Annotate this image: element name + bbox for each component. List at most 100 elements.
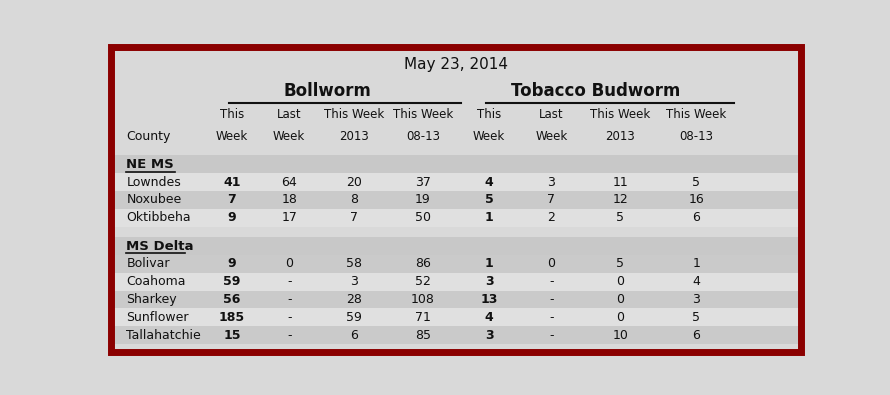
Text: 7: 7 — [350, 211, 358, 224]
Text: Bollworm: Bollworm — [284, 82, 371, 100]
Text: 2013: 2013 — [339, 130, 369, 143]
Text: 19: 19 — [415, 194, 431, 206]
Text: 0: 0 — [616, 293, 624, 306]
Text: 5: 5 — [692, 311, 700, 324]
Text: This Week: This Week — [590, 108, 651, 121]
Text: 5: 5 — [692, 175, 700, 188]
Text: 59: 59 — [223, 275, 240, 288]
Text: 50: 50 — [415, 211, 431, 224]
Text: Oktibbeha: Oktibbeha — [126, 211, 191, 224]
Text: This: This — [477, 108, 501, 121]
Text: Tallahatchie: Tallahatchie — [126, 329, 201, 342]
Text: 3: 3 — [547, 175, 555, 188]
Bar — [111, 291, 801, 308]
Text: Sunflower: Sunflower — [126, 311, 189, 324]
Text: 2: 2 — [547, 211, 555, 224]
Text: Last: Last — [539, 108, 563, 121]
Text: 3: 3 — [485, 275, 494, 288]
Text: Week: Week — [535, 130, 568, 143]
Text: 64: 64 — [281, 175, 297, 188]
Text: This: This — [220, 108, 244, 121]
Bar — [111, 326, 801, 344]
Text: 0: 0 — [616, 311, 624, 324]
Text: Bolivar: Bolivar — [126, 258, 170, 271]
Text: Week: Week — [273, 130, 305, 143]
Text: -: - — [549, 293, 554, 306]
Text: 0: 0 — [285, 258, 293, 271]
Text: 13: 13 — [481, 293, 498, 306]
Text: -: - — [549, 311, 554, 324]
Text: -: - — [287, 329, 291, 342]
Text: 08-13: 08-13 — [679, 130, 713, 143]
Text: Noxubee: Noxubee — [126, 194, 182, 206]
Text: 0: 0 — [616, 275, 624, 288]
Text: 37: 37 — [415, 175, 431, 188]
Text: -: - — [549, 329, 554, 342]
Text: 15: 15 — [223, 329, 240, 342]
Text: 59: 59 — [346, 311, 362, 324]
Text: 3: 3 — [485, 329, 494, 342]
Text: 6: 6 — [350, 329, 358, 342]
Text: 2013: 2013 — [605, 130, 635, 143]
Text: 6: 6 — [692, 329, 700, 342]
Text: -: - — [549, 275, 554, 288]
Text: May 23, 2014: May 23, 2014 — [404, 56, 508, 71]
Text: 3: 3 — [692, 293, 700, 306]
Bar — [111, 209, 801, 227]
Text: Last: Last — [277, 108, 302, 121]
Text: 85: 85 — [415, 329, 431, 342]
Text: 108: 108 — [411, 293, 435, 306]
Text: 16: 16 — [688, 194, 704, 206]
Text: 4: 4 — [485, 175, 494, 188]
Text: 08-13: 08-13 — [406, 130, 440, 143]
Bar — [111, 273, 801, 291]
Text: 1: 1 — [485, 258, 494, 271]
Text: 17: 17 — [281, 211, 297, 224]
Text: 4: 4 — [692, 275, 700, 288]
Text: 0: 0 — [547, 258, 555, 271]
Text: 6: 6 — [692, 211, 700, 224]
Text: Coahoma: Coahoma — [126, 275, 186, 288]
Text: 1: 1 — [692, 258, 700, 271]
Bar — [111, 155, 801, 173]
Text: 86: 86 — [415, 258, 431, 271]
Text: This Week: This Week — [324, 108, 384, 121]
Text: This Week: This Week — [666, 108, 726, 121]
Bar — [111, 255, 801, 273]
Text: 41: 41 — [223, 175, 240, 188]
Text: NE MS: NE MS — [126, 158, 174, 171]
Text: 8: 8 — [350, 194, 358, 206]
Text: MS Delta: MS Delta — [126, 240, 194, 252]
Bar — [111, 173, 801, 191]
Text: -: - — [287, 293, 291, 306]
Text: 52: 52 — [415, 275, 431, 288]
Text: 1: 1 — [485, 211, 494, 224]
Text: -: - — [287, 275, 291, 288]
Text: 9: 9 — [228, 211, 236, 224]
Bar — [111, 237, 801, 255]
Text: 5: 5 — [485, 194, 494, 206]
Bar — [111, 308, 801, 326]
Text: 3: 3 — [350, 275, 358, 288]
Text: 58: 58 — [346, 258, 362, 271]
Text: Lowndes: Lowndes — [126, 175, 182, 188]
Text: 71: 71 — [415, 311, 431, 324]
Text: Week: Week — [216, 130, 248, 143]
Text: 56: 56 — [223, 293, 240, 306]
Text: 9: 9 — [228, 258, 236, 271]
Text: 11: 11 — [612, 175, 628, 188]
Text: Sharkey: Sharkey — [126, 293, 177, 306]
Text: 10: 10 — [612, 329, 628, 342]
Text: County: County — [126, 130, 171, 143]
Text: 4: 4 — [485, 311, 494, 324]
Text: -: - — [287, 311, 291, 324]
Text: 5: 5 — [616, 211, 624, 224]
Text: 12: 12 — [612, 194, 628, 206]
Bar — [111, 227, 801, 237]
Bar — [111, 191, 801, 209]
Text: 5: 5 — [616, 258, 624, 271]
Text: 20: 20 — [346, 175, 362, 188]
Text: 7: 7 — [547, 194, 555, 206]
Text: 18: 18 — [281, 194, 297, 206]
Text: This Week: This Week — [392, 108, 453, 121]
